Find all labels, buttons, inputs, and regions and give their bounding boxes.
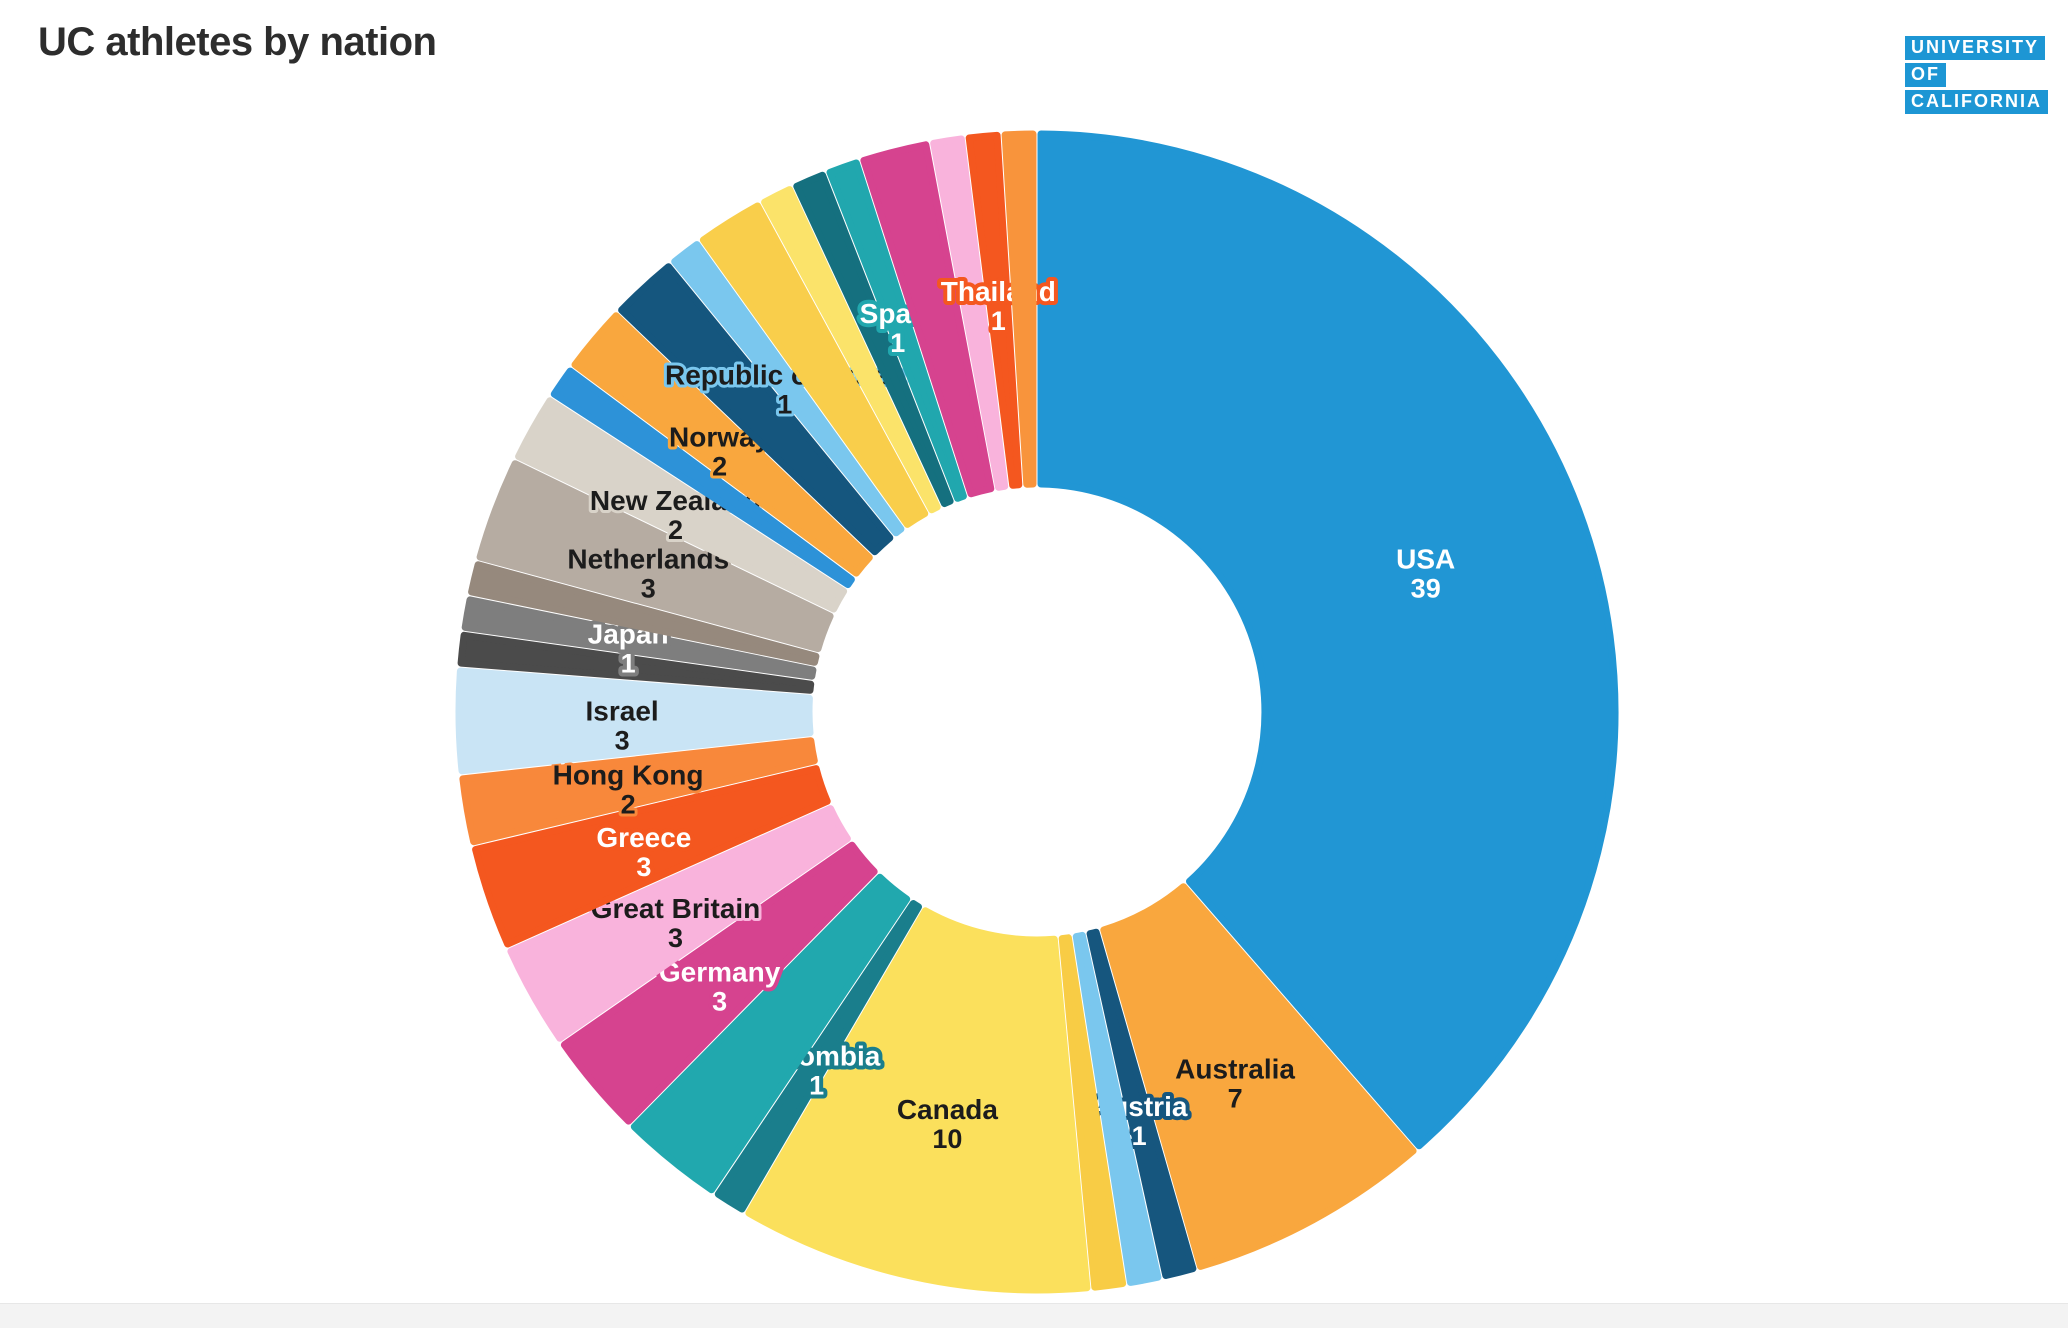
pie-slice[interactable] <box>793 171 954 508</box>
pie-slice-germany[interactable] <box>560 841 878 1125</box>
pie-slice-colombia[interactable] <box>714 900 922 1213</box>
uc-logo-line-university: UNIVERSITY <box>1905 36 2046 60</box>
pie-slice-spain[interactable] <box>826 159 967 502</box>
pie-slice[interactable] <box>761 186 941 514</box>
pie-slice-canada[interactable] <box>745 907 1091 1294</box>
pie-slice-norway[interactable] <box>571 312 873 577</box>
pie-slice[interactable] <box>699 202 929 528</box>
pie-slice[interactable] <box>550 367 855 589</box>
uc-logo-line-california: CALIFORNIA <box>1905 89 2048 114</box>
pie-slice-austria[interactable] <box>1086 928 1197 1279</box>
pie-slice-new-zealand[interactable] <box>515 397 848 613</box>
pie-slice-japan[interactable] <box>461 596 817 680</box>
pie-slice[interactable] <box>630 873 911 1194</box>
pie-slice-thailand[interactable] <box>965 131 1023 489</box>
pie-slice[interactable] <box>468 561 820 666</box>
pie-slice-australia[interactable] <box>1100 883 1417 1270</box>
pie-slice[interactable] <box>618 263 894 556</box>
pie-slice[interactable] <box>1058 934 1127 1291</box>
pie-slice-greece[interactable] <box>472 765 831 948</box>
uc-logo-line-of: OF <box>1905 62 1946 87</box>
pie-slice[interactable] <box>1072 931 1162 1286</box>
page-title: UC athletes by nation <box>38 20 437 64</box>
pie-slice-hong-kong[interactable] <box>459 737 818 846</box>
pie-slice-netherlands[interactable] <box>476 460 834 653</box>
uc-logo: UNIVERSITY OF CALIFORNIA <box>1905 36 2048 114</box>
pie-slice[interactable] <box>860 141 995 498</box>
pie-slice-israel[interactable] <box>455 667 814 775</box>
pie-slice[interactable] <box>930 135 1009 491</box>
pie-slice[interactable] <box>457 631 815 694</box>
footer-strip <box>0 1303 2068 1328</box>
pie-slice[interactable] <box>1001 130 1037 488</box>
pie-slice-usa[interactable] <box>1037 130 1619 1150</box>
pie-slice-republic-of-korea[interactable] <box>671 241 905 537</box>
pie-slice-great-britain[interactable] <box>507 805 851 1042</box>
